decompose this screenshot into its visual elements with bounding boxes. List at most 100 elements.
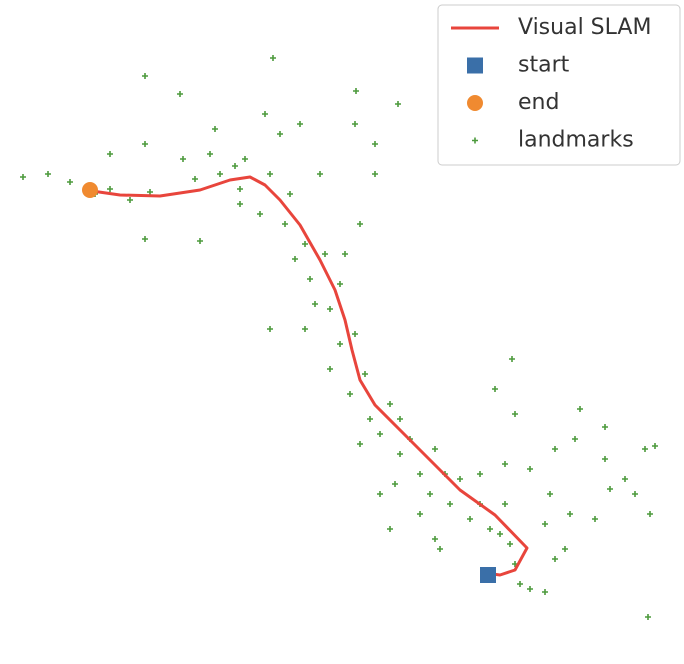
landmark [602, 424, 608, 430]
landmark [342, 251, 348, 257]
landmark [427, 491, 433, 497]
landmark [107, 151, 113, 157]
legend-marker [472, 137, 478, 144]
legend-marker [467, 95, 483, 111]
landmark [507, 541, 513, 547]
landmark [645, 614, 651, 620]
landmark [502, 461, 508, 467]
landmark [197, 238, 203, 244]
landmark [372, 171, 378, 177]
legend-label: end [518, 90, 559, 115]
landmark [302, 326, 308, 332]
landmark [207, 151, 213, 157]
landmark [270, 55, 276, 61]
landmark [292, 256, 298, 262]
landmark [432, 536, 438, 542]
landmark [622, 476, 628, 482]
landmark [497, 531, 503, 537]
landmark [632, 491, 638, 497]
landmark [347, 391, 353, 397]
landmark [142, 73, 148, 79]
landmark [322, 251, 328, 257]
landmark [417, 471, 423, 477]
landmark [527, 586, 533, 592]
landmark [217, 171, 223, 177]
landmark [192, 176, 198, 182]
landmark [232, 163, 238, 169]
legend-marker [467, 57, 483, 74]
landmark [509, 356, 515, 362]
trajectory-line [84, 175, 529, 577]
landmark [20, 174, 26, 180]
landmark [45, 171, 51, 177]
legend-label: start [518, 53, 570, 78]
landmark [652, 443, 658, 449]
landmark [352, 331, 358, 337]
landmark [180, 156, 186, 162]
landmark [107, 186, 113, 192]
landmark [392, 481, 398, 487]
landmark [177, 91, 183, 97]
landmark [517, 581, 523, 587]
landmark [142, 141, 148, 147]
landmark [277, 131, 283, 137]
legend-box [437, 4, 681, 166]
landmark [282, 221, 288, 227]
landmark [377, 431, 383, 437]
landmark [377, 491, 383, 497]
landmark [607, 486, 613, 492]
landmark [127, 197, 133, 203]
landmark [297, 121, 303, 127]
landmark [337, 281, 343, 287]
landmark [572, 436, 578, 442]
landmark [237, 186, 243, 192]
landmark [552, 556, 558, 562]
landmark [147, 189, 153, 195]
landmark [302, 241, 308, 247]
landmark [547, 491, 553, 497]
landmark [387, 526, 393, 532]
landmark [142, 236, 148, 242]
landmark [447, 501, 453, 507]
landmark [267, 171, 273, 177]
landmark [353, 88, 359, 94]
landmark [327, 306, 333, 312]
landmark [527, 466, 533, 472]
landmark [502, 501, 508, 507]
landmark [367, 416, 373, 422]
landmark [397, 416, 403, 422]
legend-label: Visual SLAM [518, 15, 651, 40]
landmark [397, 451, 403, 457]
landmark [357, 441, 363, 447]
landmark [562, 546, 568, 552]
start-marker [480, 567, 496, 583]
landmark [457, 476, 463, 482]
landmark [262, 111, 268, 117]
landmark [67, 179, 73, 185]
landmark [267, 326, 273, 332]
landmark [395, 101, 401, 107]
landmark [417, 511, 423, 517]
landmark [577, 406, 583, 412]
landmark [287, 191, 293, 197]
legend: Visual SLAM start end landmarks [437, 4, 681, 166]
landmark [357, 221, 363, 227]
landmark [352, 121, 358, 127]
landmark [592, 516, 598, 522]
landmark [542, 521, 548, 527]
landmark [512, 411, 518, 417]
landmark [492, 386, 498, 392]
landmark [567, 511, 573, 517]
landmark [337, 341, 343, 347]
landmark [327, 366, 333, 372]
landmark [552, 446, 558, 452]
landmark [467, 516, 473, 522]
landmark [212, 126, 218, 132]
landmark [372, 141, 378, 147]
landmark [387, 401, 393, 407]
landmark [487, 526, 493, 532]
landmark [242, 156, 248, 162]
landmark [542, 589, 548, 595]
legend-label: landmarks [518, 128, 634, 153]
